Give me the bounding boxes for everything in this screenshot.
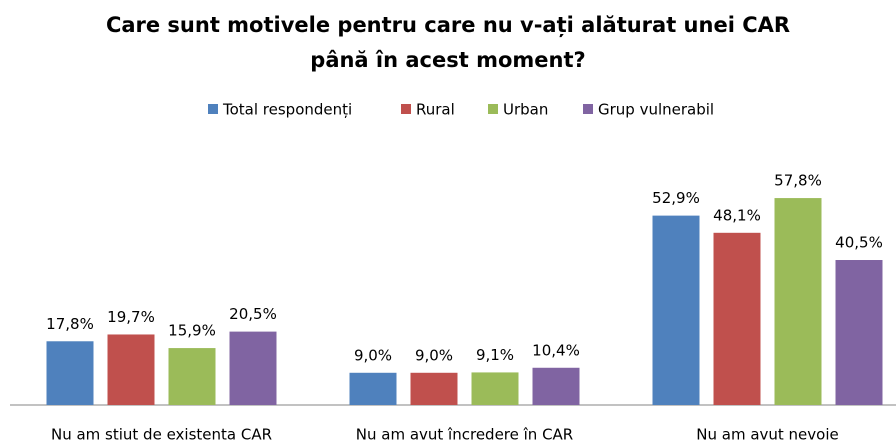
data-label: 40,5%	[835, 234, 883, 252]
legend-label: Total respondenți	[222, 101, 352, 119]
bar	[652, 215, 700, 405]
data-label: 10,4%	[532, 341, 580, 359]
bar	[774, 198, 822, 405]
bar	[471, 372, 519, 405]
data-label: 9,0%	[415, 346, 453, 364]
data-label: 15,9%	[168, 322, 216, 340]
chart-title: până în acest moment?	[310, 48, 585, 72]
bar	[410, 372, 458, 405]
legend-label: Rural	[416, 101, 455, 119]
legend-swatch	[583, 104, 593, 114]
data-label: 57,8%	[774, 172, 822, 190]
data-label: 17,8%	[46, 315, 94, 333]
legend-label: Grup vulnerabil	[598, 101, 714, 119]
bar	[107, 334, 155, 405]
data-label: 48,1%	[713, 206, 761, 224]
legend-label: Urban	[503, 101, 548, 119]
data-label: 52,9%	[652, 189, 700, 207]
bar	[349, 372, 397, 405]
bar	[835, 260, 883, 405]
bar	[713, 232, 761, 405]
x-tick-label: Nu am avut încredere în CAR	[356, 426, 573, 441]
data-label: 19,7%	[107, 308, 155, 326]
data-label: 20,5%	[229, 305, 277, 323]
data-label: 9,1%	[476, 346, 514, 364]
x-tick-label: Nu am stiut de existenta CAR	[51, 426, 272, 441]
legend-swatch	[488, 104, 498, 114]
bar	[168, 348, 216, 405]
legend-swatch	[208, 104, 218, 114]
legend-swatch	[401, 104, 411, 114]
bar	[532, 367, 580, 405]
bar	[46, 341, 94, 405]
data-label: 9,0%	[354, 346, 392, 364]
chart-title: Care sunt motivele pentru care nu v-ați …	[106, 13, 790, 38]
x-tick-label: Nu am avut nevoie	[696, 426, 838, 441]
bar	[229, 331, 277, 405]
